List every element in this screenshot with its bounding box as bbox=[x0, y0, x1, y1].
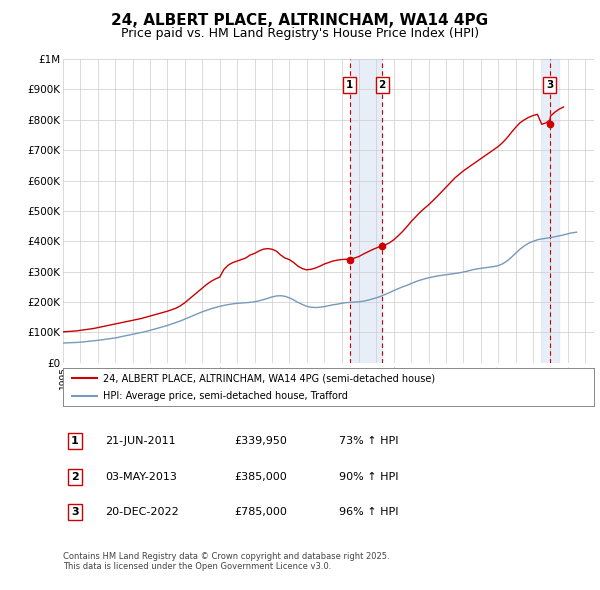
Text: 03-MAY-2013: 03-MAY-2013 bbox=[105, 472, 177, 481]
Text: Contains HM Land Registry data © Crown copyright and database right 2025.
This d: Contains HM Land Registry data © Crown c… bbox=[63, 552, 389, 571]
Text: 20-DEC-2022: 20-DEC-2022 bbox=[105, 507, 179, 517]
Text: 90% ↑ HPI: 90% ↑ HPI bbox=[339, 472, 398, 481]
Text: 3: 3 bbox=[71, 507, 79, 517]
Text: 1: 1 bbox=[346, 80, 353, 90]
Text: 2: 2 bbox=[71, 472, 79, 481]
Text: 96% ↑ HPI: 96% ↑ HPI bbox=[339, 507, 398, 517]
Bar bbox=[350, 59, 382, 363]
Text: 73% ↑ HPI: 73% ↑ HPI bbox=[339, 437, 398, 446]
Text: 21-JUN-2011: 21-JUN-2011 bbox=[105, 437, 176, 446]
Text: 1: 1 bbox=[71, 437, 79, 446]
Text: 2: 2 bbox=[379, 80, 386, 90]
Text: £339,950: £339,950 bbox=[234, 437, 287, 446]
Bar bbox=[541, 59, 559, 363]
Text: 3: 3 bbox=[547, 80, 554, 90]
Text: 24, ALBERT PLACE, ALTRINCHAM, WA14 4PG: 24, ALBERT PLACE, ALTRINCHAM, WA14 4PG bbox=[112, 13, 488, 28]
Text: HPI: Average price, semi-detached house, Trafford: HPI: Average price, semi-detached house,… bbox=[103, 391, 348, 401]
Text: 24, ALBERT PLACE, ALTRINCHAM, WA14 4PG (semi-detached house): 24, ALBERT PLACE, ALTRINCHAM, WA14 4PG (… bbox=[103, 373, 435, 384]
Text: £385,000: £385,000 bbox=[234, 472, 287, 481]
Text: Price paid vs. HM Land Registry's House Price Index (HPI): Price paid vs. HM Land Registry's House … bbox=[121, 27, 479, 40]
Text: £785,000: £785,000 bbox=[234, 507, 287, 517]
